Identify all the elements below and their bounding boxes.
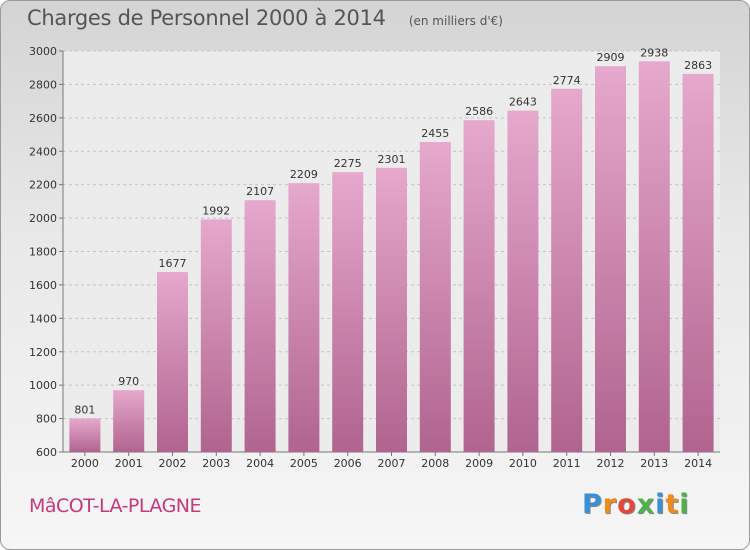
bar-value-label: 801: [74, 403, 95, 416]
x-tick-label: 2001: [115, 457, 143, 470]
bar-value-label: 2863: [684, 59, 712, 72]
bar-value-label: 2643: [509, 96, 537, 109]
y-tick-label: 1000: [29, 379, 57, 392]
y-tick-label: 2000: [29, 212, 57, 225]
chart-title: Charges de Personnel 2000 à 2014: [27, 6, 386, 30]
x-tick-label: 2011: [553, 457, 581, 470]
x-tick-label: 2010: [509, 457, 537, 470]
y-tick-label: 1400: [29, 312, 57, 325]
bar-value-label: 2586: [465, 105, 493, 118]
bar-value-label: 2209: [290, 168, 318, 181]
x-tick-label: 2008: [421, 457, 449, 470]
y-tick-label: 1800: [29, 246, 57, 259]
chart-subtitle: (en milliers d'€): [408, 14, 503, 28]
x-tick-label: 2003: [202, 457, 230, 470]
y-tick-label: 2200: [29, 179, 57, 192]
bar: [507, 110, 539, 453]
y-tick-label: 1600: [29, 279, 57, 292]
bar: [332, 172, 364, 452]
bar-value-label: 2774: [553, 74, 581, 87]
y-tick-label: 2400: [29, 145, 57, 158]
proxiti-logo: Proxiti: [582, 489, 690, 520]
y-tick-label: 1200: [29, 346, 57, 359]
bar: [69, 418, 101, 452]
x-tick-label: 2013: [640, 457, 668, 470]
x-tick-label: 2007: [378, 457, 406, 470]
chart-title-row: Charges de Personnel 2000 à 2014 (en mil…: [27, 6, 503, 30]
bar-value-label: 2275: [334, 157, 362, 170]
bar: [244, 200, 276, 452]
bar: [463, 120, 495, 453]
y-tick-label: 2800: [29, 78, 57, 91]
x-tick-label: 2014: [684, 457, 712, 470]
bar: [551, 88, 583, 452]
bar: [200, 219, 232, 452]
bar: [288, 183, 320, 453]
bar-value-label: 2909: [597, 51, 625, 64]
bar: [638, 61, 670, 453]
y-tick-label: 2600: [29, 112, 57, 125]
bar: [419, 142, 451, 452]
x-tick-label: 2004: [246, 457, 274, 470]
bar-value-label: 2938: [640, 46, 668, 59]
bar: [113, 390, 145, 452]
y-tick-label: 800: [36, 413, 57, 426]
x-tick-label: 2002: [159, 457, 187, 470]
bar: [595, 66, 626, 452]
bar: [376, 167, 407, 452]
y-tick-label: 3000: [29, 45, 57, 58]
y-tick-label: 600: [36, 446, 57, 459]
bar: [157, 272, 188, 452]
bar-value-label: 2455: [421, 127, 449, 140]
x-tick-label: 2000: [71, 457, 99, 470]
bar-value-label: 1992: [202, 204, 230, 217]
bar-value-label: 1677: [159, 257, 187, 270]
bar: [682, 73, 714, 453]
commune-name: MâCOT-LA-PLAGNE: [29, 495, 202, 517]
x-tick-label: 2005: [290, 457, 318, 470]
bar-value-label: 2107: [246, 185, 274, 198]
x-tick-label: 2009: [465, 457, 493, 470]
bar-value-label: 970: [118, 375, 139, 388]
x-tick-label: 2006: [334, 457, 362, 470]
bar-value-label: 2301: [378, 153, 406, 166]
x-tick-label: 2012: [597, 457, 625, 470]
